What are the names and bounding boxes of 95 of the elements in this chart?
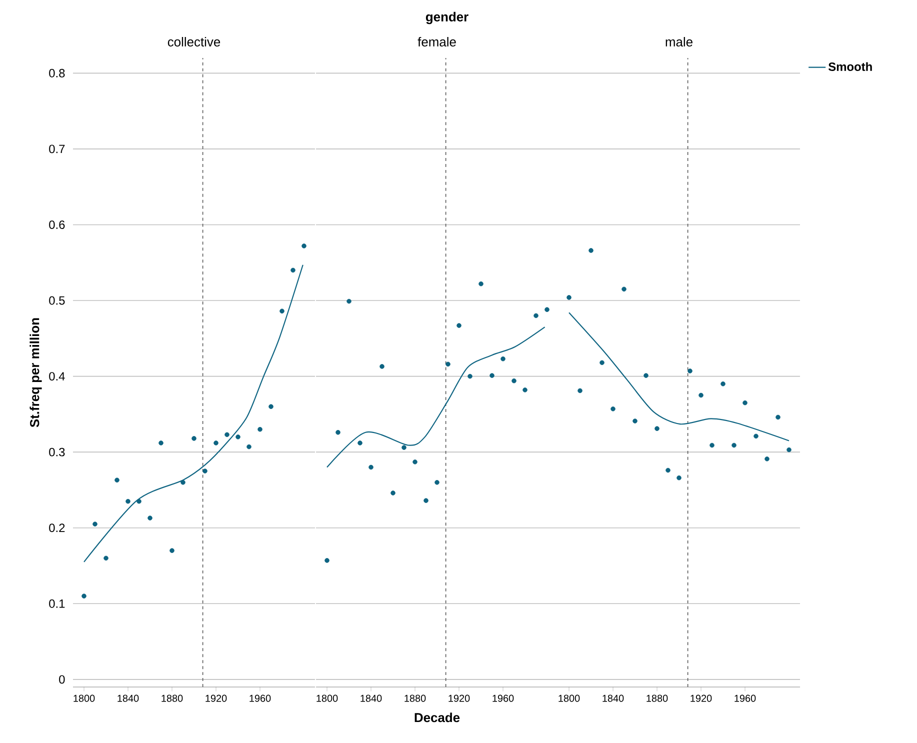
- x-tick-label: 1960: [734, 694, 756, 702]
- point: [578, 388, 582, 394]
- x-tick-label: 1880: [404, 694, 426, 702]
- point: [336, 430, 340, 435]
- point: [446, 362, 450, 367]
- point: [324, 558, 330, 563]
- point: [236, 434, 240, 440]
- x-tick-label: 1840: [360, 694, 382, 702]
- point: [358, 440, 362, 446]
- point: [158, 440, 164, 446]
- point: [776, 414, 780, 420]
- y-tick-label: 0.2: [49, 524, 65, 532]
- point: [224, 432, 230, 438]
- x-tick-label: 1880: [646, 694, 668, 702]
- point: [732, 442, 736, 448]
- point: [390, 490, 396, 496]
- point: [214, 440, 218, 446]
- x-tick-label: 1880: [162, 694, 183, 702]
- x-tick-label: 1840: [118, 694, 139, 702]
- point: [720, 381, 726, 386]
- point: [412, 460, 418, 464]
- point: [764, 456, 770, 462]
- point: [600, 360, 604, 366]
- point: [688, 368, 692, 374]
- point: [368, 464, 374, 470]
- x-tick-label: 1800: [74, 694, 95, 702]
- chart-subtitle: female: [418, 36, 456, 47]
- point: [786, 447, 792, 452]
- point: [610, 406, 616, 412]
- y-tick-label: 0.1: [49, 599, 65, 608]
- point: [192, 436, 196, 441]
- point: [456, 323, 462, 328]
- y-tick-label: 0: [59, 675, 65, 684]
- point: [170, 548, 174, 553]
- point: [468, 374, 472, 379]
- y-tick-label: 0.5: [49, 296, 65, 305]
- point: [490, 373, 494, 378]
- point: [424, 498, 428, 503]
- x-tick-label: 1920: [690, 694, 712, 702]
- point: [380, 364, 384, 369]
- point: [82, 594, 86, 598]
- chart-subtitle: collective: [168, 36, 220, 47]
- point: [544, 307, 550, 312]
- y-tick-label: 0.7: [49, 144, 65, 154]
- y-tick-label: 0.8: [49, 68, 65, 78]
- point: [202, 468, 208, 474]
- point: [136, 498, 142, 504]
- point: [500, 356, 506, 362]
- point: [512, 378, 516, 384]
- point: [698, 392, 704, 398]
- x-tick-label: 1800: [558, 694, 580, 702]
- point: [534, 313, 538, 318]
- chart-title: gender: [426, 12, 468, 24]
- point: [280, 308, 284, 314]
- chart-subtitle: male: [666, 36, 692, 47]
- point: [522, 388, 528, 392]
- point: [644, 373, 648, 378]
- point: [566, 295, 572, 300]
- x-tick-label: 1960: [250, 694, 271, 702]
- point: [676, 475, 682, 480]
- point: [346, 298, 352, 304]
- point: [588, 248, 594, 253]
- x-tick-label: 1800: [316, 694, 338, 702]
- point: [126, 498, 130, 504]
- x-tick-label: 1960: [492, 694, 514, 702]
- point: [434, 480, 440, 485]
- point: [180, 480, 186, 485]
- point: [258, 426, 262, 432]
- point: [478, 281, 484, 286]
- y-tick-label: 0.4: [49, 372, 65, 381]
- point: [114, 478, 120, 483]
- x-tick-label: 1920: [448, 694, 470, 702]
- legend-label: Smooth: [828, 62, 872, 71]
- point: [104, 556, 108, 561]
- point: [754, 434, 758, 439]
- point: [402, 445, 406, 450]
- y-axis-title: St.freq per million: [30, 318, 42, 428]
- point: [622, 286, 626, 292]
- point: [632, 418, 638, 424]
- point: [290, 268, 296, 273]
- point: [268, 404, 274, 409]
- point: [710, 442, 714, 448]
- point: [148, 516, 152, 520]
- point: [654, 426, 660, 431]
- point: [666, 468, 670, 473]
- y-tick-label: 0.6: [49, 220, 65, 229]
- point: [742, 400, 748, 406]
- line-series: [83, 264, 304, 563]
- x-tick-label: 1920: [206, 694, 227, 702]
- point: [92, 522, 98, 526]
- x-axis-title: Decade: [414, 712, 460, 722]
- point: [302, 244, 306, 248]
- point: [246, 444, 252, 450]
- y-tick-label: 0.3: [49, 448, 65, 456]
- x-tick-label: 1840: [602, 694, 624, 702]
